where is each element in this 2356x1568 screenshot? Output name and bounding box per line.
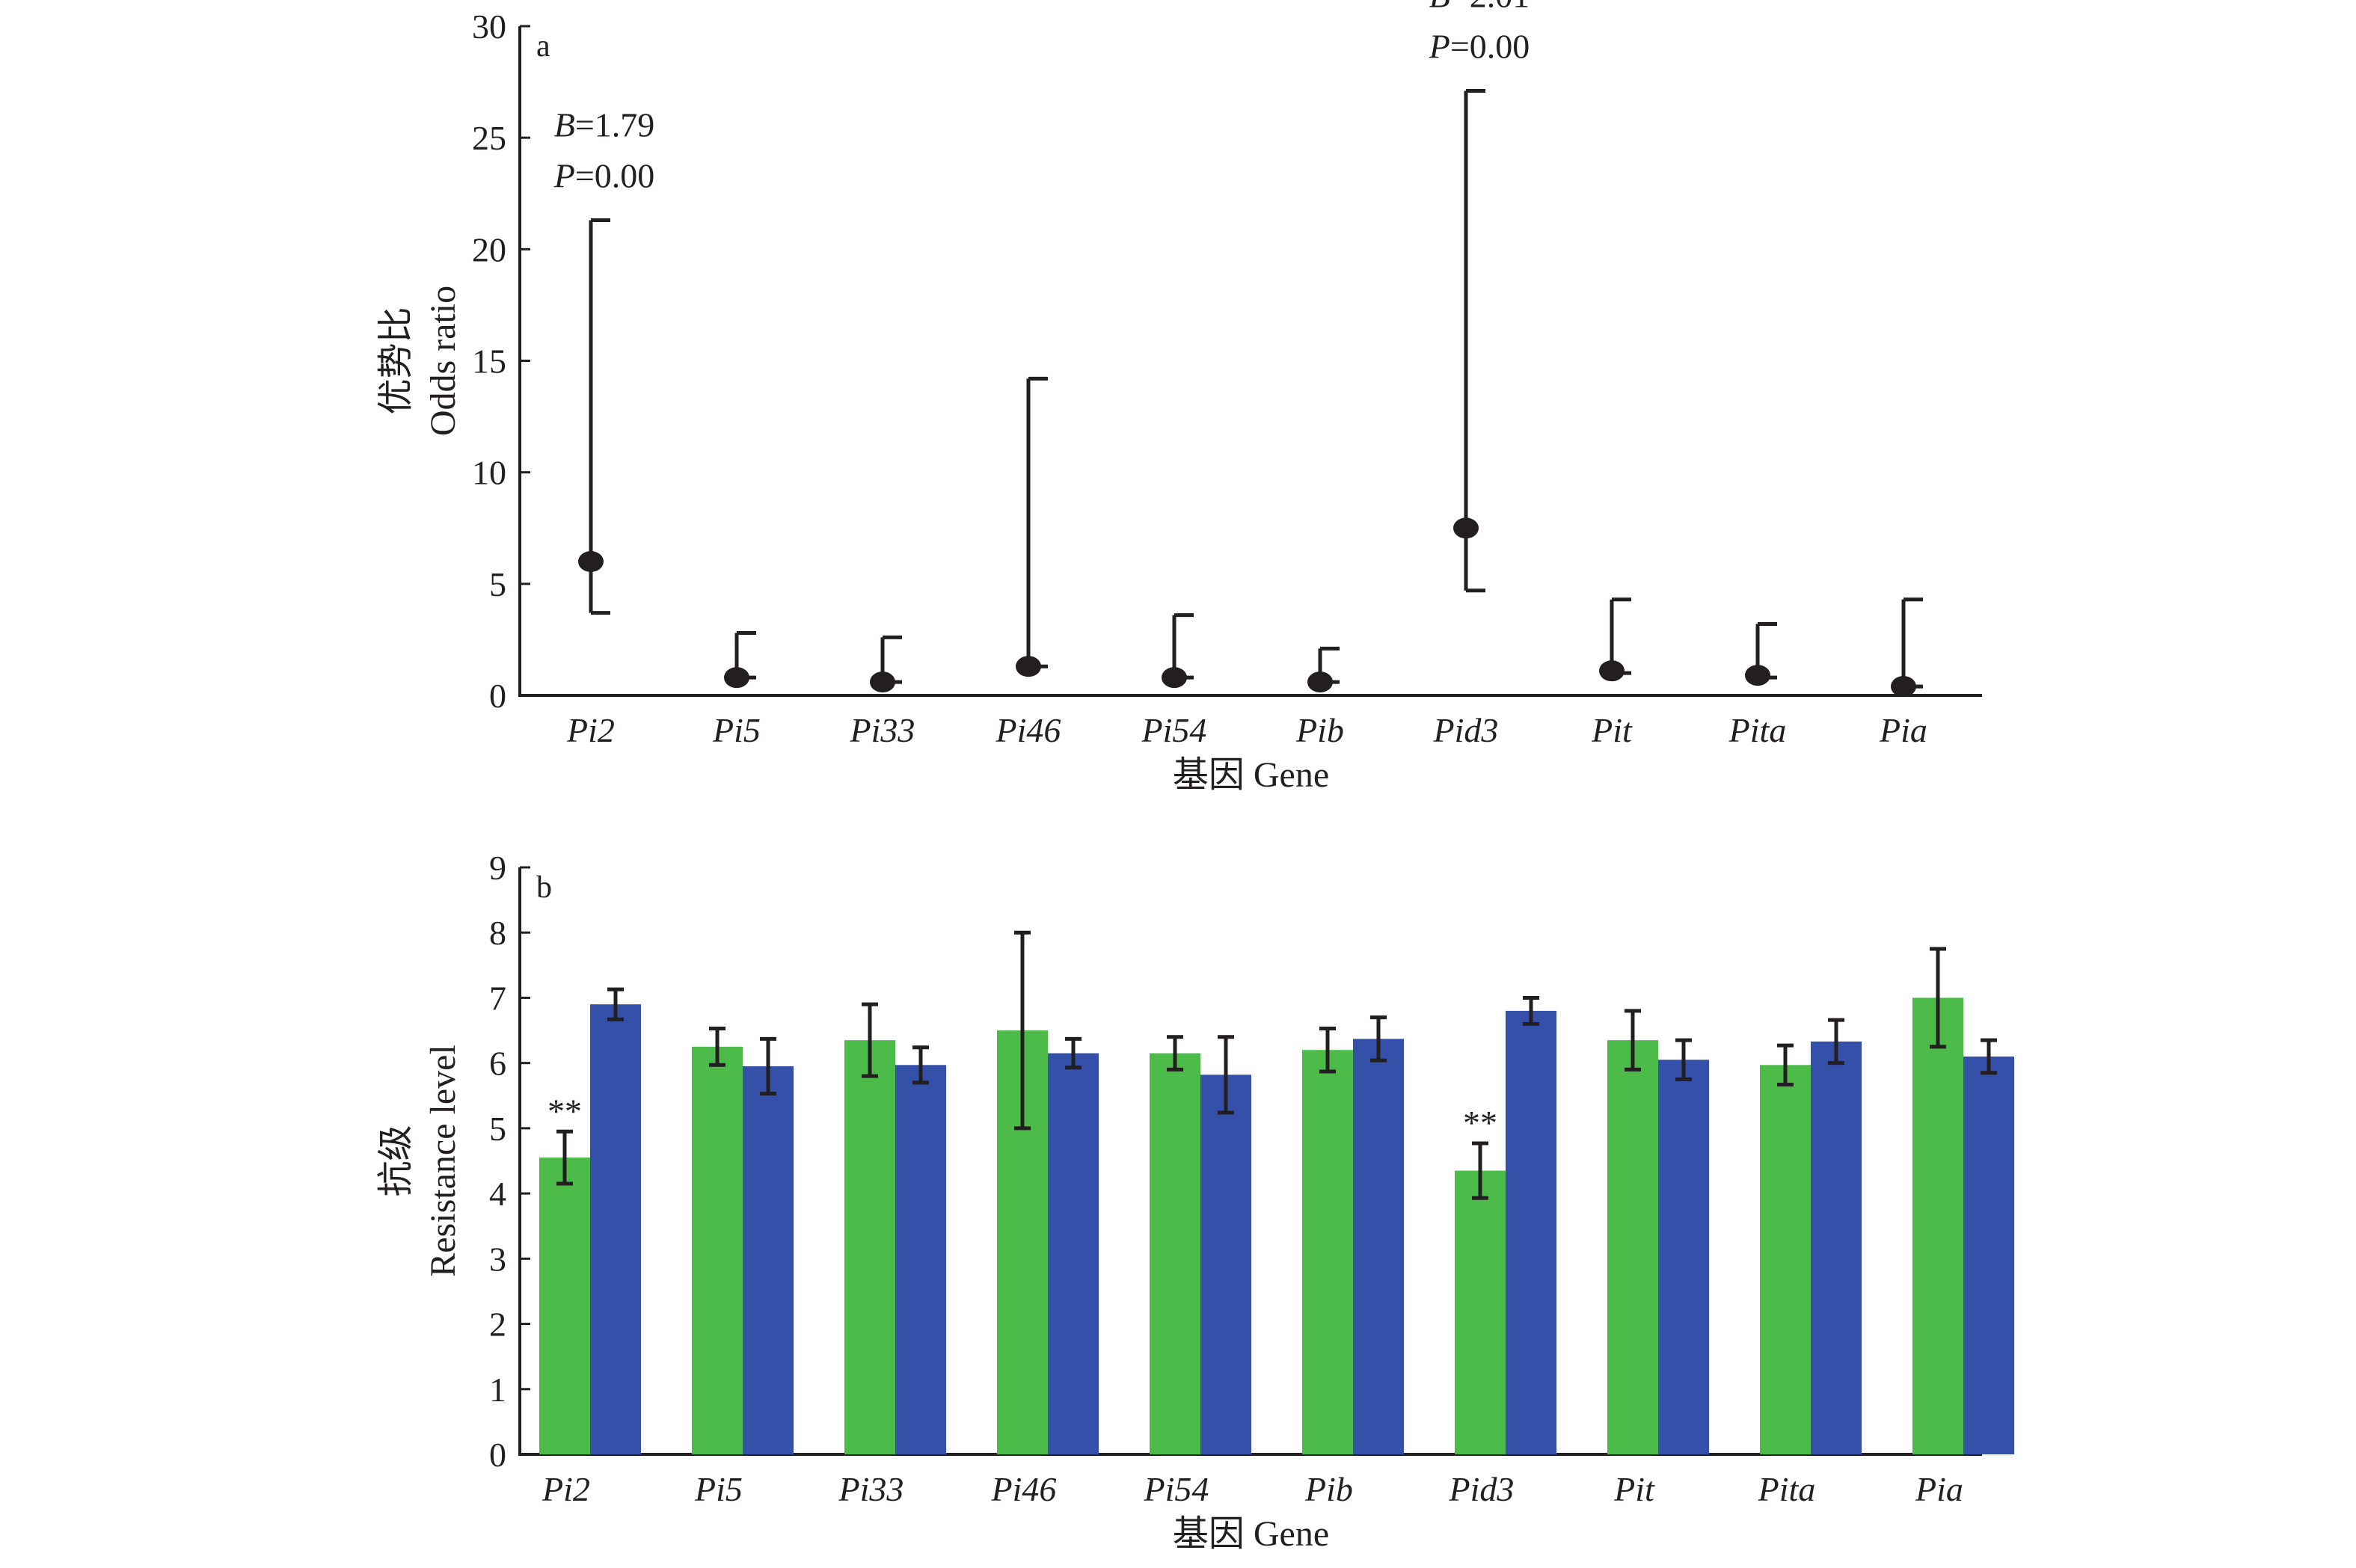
- x-tick-label: Pi46: [991, 1470, 1057, 1508]
- panel-label: a: [536, 29, 550, 64]
- y-tick-label: 6: [489, 1045, 506, 1083]
- y-tick-label: 4: [489, 1175, 506, 1213]
- y-tick-label: 0: [489, 677, 506, 715]
- stat-annotation: B=1.79: [554, 106, 655, 144]
- x-tick-label: Pi33: [850, 711, 915, 749]
- green-bar: [1912, 997, 1963, 1454]
- blue-bar: [1963, 1056, 2014, 1454]
- y-tick-label: 8: [489, 914, 506, 952]
- y-tick-label: 3: [489, 1240, 506, 1278]
- stat-annotation: P=0.00: [1429, 28, 1530, 66]
- odds-ratio-point: [1162, 667, 1187, 689]
- odds-ratio-point: [1599, 660, 1625, 682]
- significance-marker: **: [547, 1092, 582, 1130]
- stat-annotation: P=0.00: [553, 157, 655, 195]
- x-tick-label: Pit: [1591, 711, 1633, 749]
- odds-ratio-point: [870, 671, 895, 693]
- x-tick-label: Pid3: [1433, 711, 1499, 749]
- y-tick-label: 25: [472, 119, 506, 157]
- y-tick-label: 5: [489, 1110, 506, 1148]
- green-bar: [1302, 1050, 1353, 1454]
- odds-ratio-point: [1891, 676, 1916, 698]
- stat-variable: B: [1429, 0, 1450, 15]
- green-bar: [1760, 1065, 1811, 1454]
- odds-ratio-point: [1307, 671, 1333, 693]
- x-tick-label: Pi33: [838, 1470, 904, 1508]
- green-bar: [844, 1040, 895, 1454]
- blue-bar: [743, 1066, 794, 1454]
- stat-variable: B: [554, 106, 575, 144]
- x-tick-label: Pita: [1758, 1470, 1816, 1508]
- x-tick-label: Pi2: [542, 1470, 590, 1508]
- y-tick-label: 30: [472, 7, 506, 46]
- resistance-level-panel: 0 1 2 3 4 5 6 7 8 9 Pi2 Pi5 Pi33 Pi46 Pi54 Pib Pid3 Pit Pi…: [376, 849, 2014, 1554]
- stat-value: =2.01: [1450, 0, 1530, 15]
- blue-bar: [1506, 1010, 1556, 1454]
- y-tick-label: 10: [472, 454, 506, 492]
- y-tick-label: 0: [489, 1436, 506, 1474]
- y-axis-title-chinese: 抗级: [376, 1125, 416, 1196]
- y-tick-label: 20: [472, 230, 506, 268]
- panel-label: b: [536, 870, 552, 905]
- odds-ratio-point: [1453, 517, 1479, 539]
- x-tick-label: Pi5: [712, 711, 761, 749]
- x-axis-title: 基因 Gene: [1173, 755, 1329, 795]
- y-tick-label: 15: [472, 342, 506, 381]
- stat-variable: P: [1429, 28, 1450, 66]
- y-tick-label: 9: [489, 849, 506, 887]
- green-bar: [1455, 1170, 1506, 1454]
- y-axis-title-english: Odds ratio: [423, 286, 463, 436]
- x-tick-label: Pia: [1879, 711, 1927, 749]
- green-bar: [1607, 1040, 1658, 1454]
- x-tick-label: Pi46: [996, 711, 1061, 749]
- blue-bar: [1658, 1060, 1709, 1454]
- blue-bar: [590, 1004, 641, 1454]
- blue-bar: [895, 1065, 946, 1454]
- stat-value: =0.00: [1450, 28, 1530, 66]
- y-tick-label: 1: [489, 1371, 506, 1409]
- green-bar: [692, 1046, 743, 1454]
- x-tick-label: Pid3: [1449, 1470, 1515, 1508]
- y-tick-label: 2: [489, 1306, 506, 1344]
- blue-bar: [1353, 1039, 1404, 1454]
- blue-bar: [1200, 1074, 1251, 1454]
- x-tick-label: Pib: [1304, 1470, 1353, 1508]
- x-tick-label: Pia: [1915, 1470, 1963, 1508]
- stat-value: =1.79: [575, 106, 654, 144]
- x-tick-label: Pib: [1295, 711, 1344, 749]
- x-tick-label: Pi2: [566, 711, 615, 749]
- stat-variable: P: [553, 157, 575, 195]
- y-tick-label: 5: [489, 565, 506, 603]
- y-tick-label: 7: [489, 979, 506, 1017]
- stat-annotation: B=2.01: [1429, 0, 1530, 15]
- x-tick-label: Pita: [1728, 711, 1787, 749]
- x-axis-title: 基因 Gene: [1173, 1514, 1329, 1554]
- x-tick-label: Pi5: [694, 1470, 743, 1508]
- odds-ratio-point: [1745, 665, 1770, 686]
- odds-ratio-point: [724, 667, 749, 689]
- green-bar: [539, 1157, 590, 1454]
- green-bar: [1150, 1053, 1200, 1454]
- odds-ratio-point: [1016, 656, 1041, 677]
- blue-bar: [1048, 1053, 1099, 1454]
- x-tick-label: Pit: [1613, 1470, 1655, 1508]
- significance-marker: **: [1463, 1104, 1497, 1142]
- x-tick-label: Pi54: [1141, 711, 1207, 749]
- blue-bar: [1811, 1041, 1862, 1454]
- stat-value: =0.00: [575, 157, 654, 195]
- odds-ratio-panel: 0 5 10 15 20 25 30 Pi2 Pi5 Pi33 Pi46 Pi54 Pib Pid3 Pit…: [376, 0, 1982, 795]
- x-tick-label: Pi54: [1144, 1470, 1209, 1508]
- odds-ratio-point: [578, 551, 604, 572]
- y-axis-title-english: Resistance level: [423, 1045, 463, 1277]
- y-axis-title-chinese: 优势比: [376, 307, 416, 414]
